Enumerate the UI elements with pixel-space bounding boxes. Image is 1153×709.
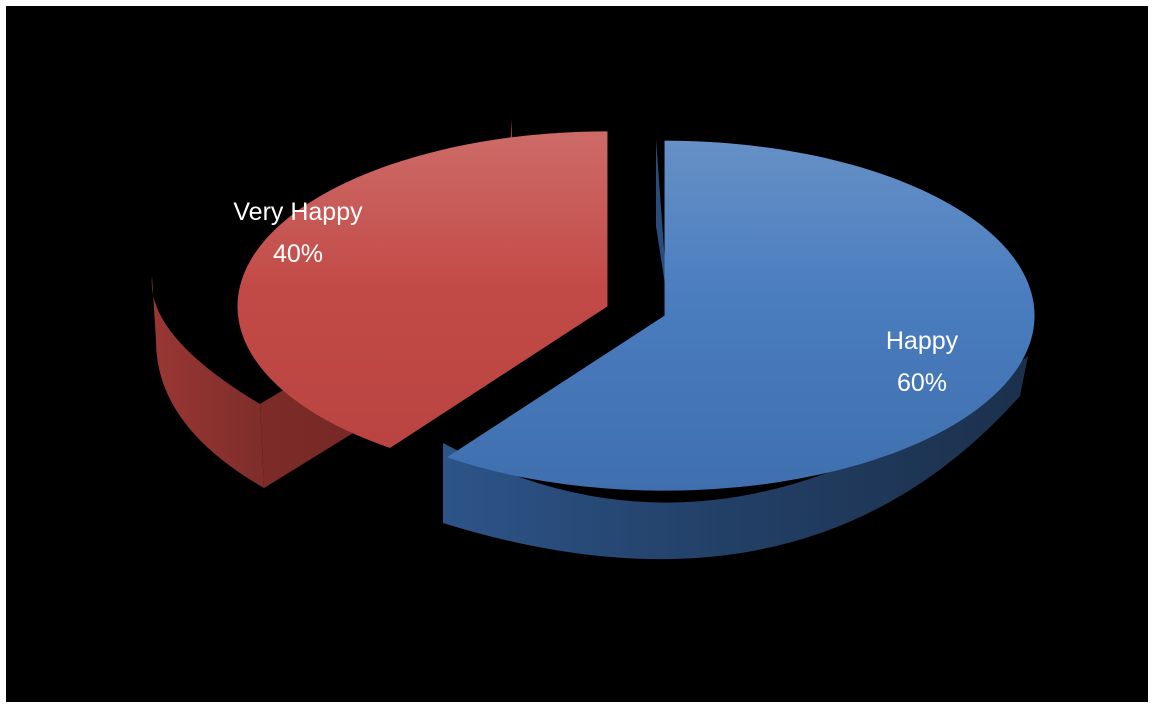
slice-very-happy: Very Happy 40%: [151, 119, 608, 488]
chart-area: Happy 60% Very Happy 40%: [6, 6, 1148, 702]
slice-very-happy-top: [237, 131, 608, 448]
slice-happy: Happy 60%: [443, 139, 1035, 560]
slice-happy-value: 60%: [897, 369, 947, 397]
slice-happy-cut-face: [656, 139, 666, 291]
pie-chart: Happy 60% Very Happy 40%: [151, 119, 1035, 560]
slice-happy-label: Happy: [886, 327, 959, 355]
slice-very-happy-side: [151, 276, 264, 488]
slice-very-happy-label: Very Happy: [233, 198, 363, 226]
slice-very-happy-value: 40%: [273, 240, 323, 268]
slice-happy-top: [447, 140, 1035, 491]
slice-happy-side: [443, 356, 1028, 560]
